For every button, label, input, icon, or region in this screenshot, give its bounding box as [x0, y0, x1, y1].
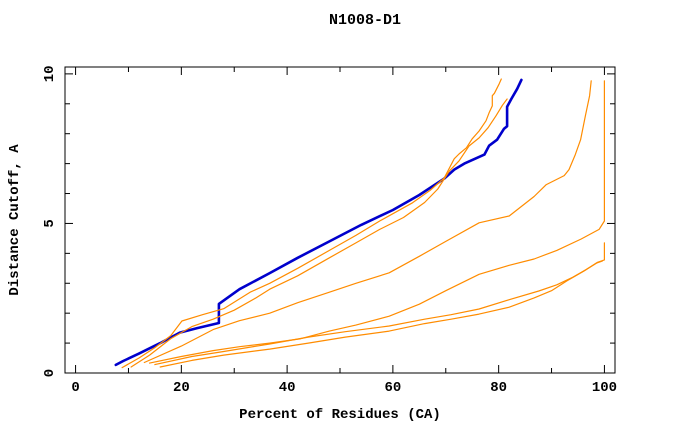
- x-tick-label: 20: [173, 380, 190, 396]
- plot-frame: [64, 66, 616, 374]
- x-tick-label: 60: [384, 380, 401, 396]
- curve-model-highlight-blue: [114, 78, 523, 367]
- x-tick-label: 40: [279, 380, 296, 396]
- y-tick-label: 5: [42, 219, 58, 227]
- y-axis-label: Distance Cutoff, A: [7, 144, 23, 296]
- curve-model-orange-2: [130, 98, 508, 368]
- curve-model-orange-3: [143, 80, 592, 364]
- curve-model-orange-1: [121, 78, 502, 369]
- curve-model-orange-6: [159, 260, 603, 368]
- x-tick-label: 80: [490, 380, 507, 396]
- y-tick-label: 10: [42, 65, 58, 82]
- chart-title: N1008-D1: [329, 12, 401, 29]
- y-tick-label: 0: [42, 369, 58, 377]
- curve-model-orange-5: [154, 242, 606, 366]
- x-axis-label: Percent of Residues (CA): [239, 407, 441, 423]
- curve-model-orange-4: [149, 80, 606, 364]
- x-tick-label: 0: [71, 380, 79, 396]
- x-tick-label: 100: [592, 380, 617, 396]
